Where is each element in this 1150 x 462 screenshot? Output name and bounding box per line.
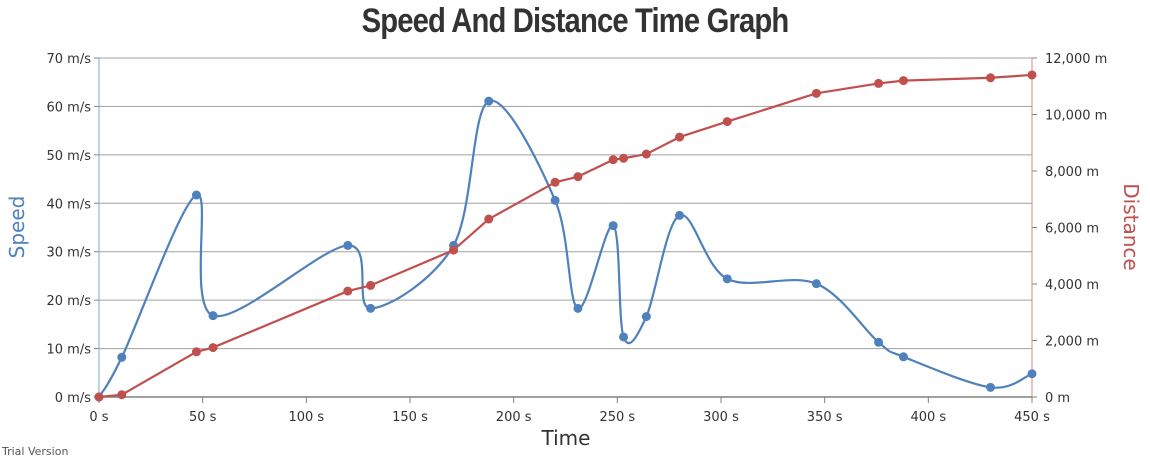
y-tick-label: 30 m/s [47,246,92,261]
y-tick-label: 0 m/s [55,391,91,406]
y-tick-label: 20 m/s [47,294,92,309]
axes: 0 m/s 10 m/s 20 m/s 30 m/s 40 m/s 50 m/s 60 m/… [47,52,1108,425]
x-axis-title: Time [541,426,591,450]
distance-point [608,155,618,165]
y-tick-label: 40 m/s [47,197,92,212]
distance-point [675,132,685,142]
speed-point [343,240,353,250]
x-tick-label: 300 s [703,410,739,425]
distance-point [573,172,583,182]
speed-point [1027,369,1037,379]
distance-point [1027,70,1037,80]
y2-tick-label: 4,000 m [1045,278,1099,293]
y2-tick-label: 6,000 m [1045,222,1099,237]
speed-point [619,332,629,342]
x-tick-label: 50 s [189,410,217,425]
speed-point [484,96,494,106]
speed-point [874,337,884,347]
x-tick-label: 400 s [910,410,946,425]
y2-axis-title: Distance [1119,183,1143,270]
speed-point [117,352,127,362]
speed-point [986,382,996,392]
chart-title: Speed And Distance Time Graph [361,2,790,40]
x-tick-label: 450 s [1014,410,1050,425]
distance-point [811,88,821,98]
speed-point [573,303,583,313]
speed-point [675,210,685,220]
distance-point [484,214,494,224]
x-tick-label: 200 s [496,410,532,425]
speed-point [366,303,376,313]
speed-point [722,274,732,284]
speed-line [98,99,1033,398]
distance-point [94,392,104,402]
distance-point [449,245,459,255]
y2-tick-label: 2,000 m [1045,335,1099,350]
distance-point [722,117,732,127]
distance-point [366,280,376,290]
x-tick-label: 100 s [288,410,324,425]
distance-point [641,149,651,159]
y2-tick-label: 12,000 m [1045,52,1107,67]
y2-tick-label: 8,000 m [1045,165,1099,180]
distance-point [550,177,560,187]
y-tick-label: 70 m/s [47,52,92,67]
speed-point [550,195,560,205]
trial-watermark: Trial Version [2,445,69,458]
x-tick-label: 0 s [89,410,108,425]
distance-point [343,286,353,296]
y-tick-label: 10 m/s [47,343,92,358]
x-tick-label: 150 s [392,410,428,425]
speed-point [191,190,201,200]
speed-point [811,279,821,289]
x-tick-label: 350 s [807,410,843,425]
y-tick-label: 60 m/s [47,100,92,115]
speed-point [608,221,618,231]
distance-point [898,76,908,86]
distance-point [117,390,127,400]
distance-point [191,347,201,357]
x-tick-label: 250 s [599,410,635,425]
distance-point [208,343,218,353]
distance-point [874,78,884,88]
y-axis-title: Speed [5,196,29,259]
y2-tick-label: 10,000 m [1045,109,1107,124]
speed-point [898,352,908,362]
speed-point [208,311,218,321]
distance-point [986,73,996,83]
distance-line [98,73,1033,399]
grid-lines [99,57,1032,398]
y-tick-label: 50 m/s [47,149,92,164]
y2-tick-label: 0 m [1045,391,1070,406]
data-points [94,70,1037,402]
distance-point [619,153,629,163]
speed-point [641,312,651,322]
